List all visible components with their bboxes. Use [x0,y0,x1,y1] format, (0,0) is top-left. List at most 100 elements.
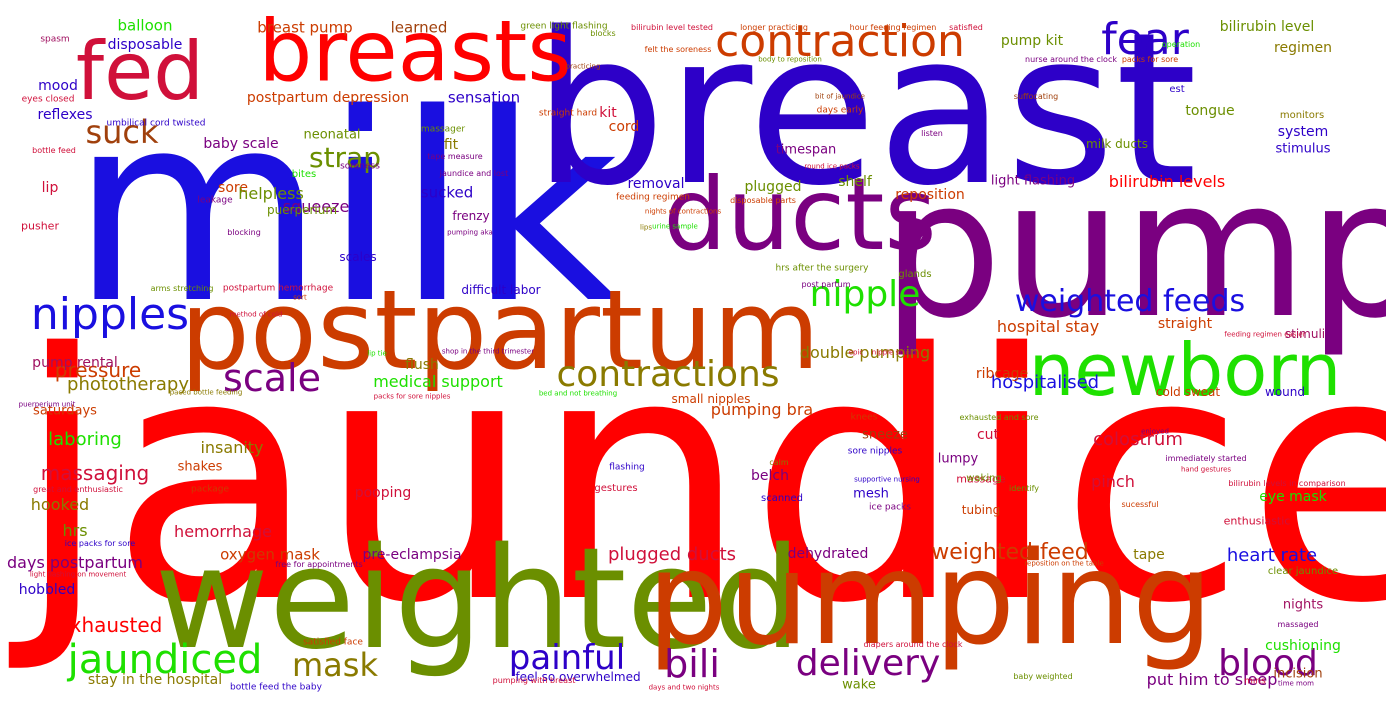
word-cord: cord [608,119,640,135]
word-ducts: ducts [663,156,937,273]
word-saturdays: saturdays [33,403,97,419]
word-puerperium-unit: puerperium unit [18,400,76,409]
word-pump: pump [881,139,1386,360]
word-days-early: days early [816,105,864,116]
word-enjoyed: enjoyed [1141,427,1169,436]
word-dehydrated: dehydrated [787,546,869,562]
word-jaundice-and-lost: jaundice and lost [439,169,509,178]
word-waking: waking [966,473,1002,484]
word-umbilical-cord-twisted: umbilical cord twisted [106,118,206,129]
word-days-and-two-nights: days and two nights [648,683,720,692]
word-urine-sample: urine sample [652,222,698,231]
word-fit: fit [443,137,459,153]
word-bites: bites [291,169,317,180]
word-hobbled: hobbled [18,582,76,598]
word-light-flashing: light flashing [990,173,1076,189]
word-soreness: soreness [340,161,380,172]
word-bilirubin-levels: bilirubin levels [1108,172,1226,191]
word-belch: belch [751,468,789,484]
word-lip-tie: lip tie [367,349,387,358]
word-light-flashing-on-movement: light flashing on movement [29,570,127,579]
word-exhausted: exhausted [57,613,163,637]
word-pusher: pusher [21,219,59,233]
word-green-light-flashing: green light flashing [520,21,608,32]
word-massager: massager [420,124,466,135]
word-pump-kit: pump kit [1000,33,1064,49]
word-colostrum: colostrum [1093,429,1183,450]
word-sneeze: sneeze [862,427,908,443]
word-gestures: gestures [594,483,638,494]
word-insanity: insanity [200,438,264,457]
word-wake: wake [842,677,876,693]
word-suffocating: suffocating [1013,92,1059,101]
word-double-pumping: double pumping [799,343,931,362]
word-identify: identify [1008,484,1040,493]
word-operation: operation [1161,40,1201,49]
word-round-ice-packs: round ice packs [804,162,860,171]
word-blocks: blocks [590,29,616,38]
word-sucessful: sucessful [1121,500,1159,509]
word-medical-support: medical support [373,372,503,391]
word-satisfied: satisfied [949,23,983,32]
word-fear: fear [1101,14,1189,65]
word-knees: knees [850,412,878,423]
word-weighted: weighted [154,518,802,681]
word-scales: scales [339,250,377,264]
word-timespan: timespan [775,142,837,158]
word-bilirubin-levels-in-comparison: bilirubin levels in comparison [1228,479,1346,488]
word-disposable: disposable [107,37,183,53]
word-paced-bottle-feeding: paced bottle feeding [169,388,243,397]
word-hour-feeding-regimen: hour feeding regimen [849,23,937,32]
word-disposable-parts: disposable parts [730,196,796,205]
word-shelf: shelf [838,174,872,190]
word-free-for-appointments: free for appointments [275,560,363,569]
word-tape: tape [1133,547,1165,563]
word-breast-pump: breast pump [257,18,353,37]
word-balloon: balloon [117,16,173,35]
word-difficult-labor: difficult labor [461,283,541,297]
word-hemorrhage: hemorrhage [174,522,272,541]
word-sensation: sensation [447,88,521,107]
word-squeeze: squeeze [282,197,350,216]
word-incision: incision [1273,666,1323,682]
word-bit-of-jaundice: bit of jaundice [815,92,865,101]
word-milk: milk [70,59,620,361]
word-pinch: pinch [1091,472,1135,491]
word-bottle-feed-the-baby: bottle feed the baby [230,682,322,693]
word-regimen: regimen [1274,40,1332,56]
word-massaged: massaged [1277,620,1319,629]
word-bottle-feed: bottle feed [32,146,76,155]
word-postpartum-depression: postpartum depression [246,90,410,106]
word-feeding-regimen-easier: feeding regimen easier [1224,330,1306,339]
word-puerperium: puerperium [266,203,338,217]
word-satisfied-face: satisfied face [303,637,363,648]
word-ice-packs-for-sore: ice packs for sore [64,539,136,548]
word-frenzy: frenzy [452,209,490,223]
word-nipples: nipples [30,289,190,340]
word-glands: glands [898,269,932,280]
word-straight: straight [1157,316,1213,332]
word-epic: epic [848,348,864,357]
word-jaundice: jaundice [14,282,1386,678]
word-sucked: sucked [420,183,474,202]
word-baby-weighted: baby weighted [1013,672,1073,681]
word-lip: lip [41,180,59,196]
word-weighted-feeds: weighted feeds [1014,284,1246,319]
word-phototherapy: phototherapy [67,374,189,395]
word-lips: lips [640,223,652,232]
word-time-mom: time mom [1278,679,1314,688]
word-laboring: laboring [48,429,122,450]
word-fed: fed [75,25,205,118]
word-longer-practicing: longer practicing [740,23,808,32]
word-bilirubin-level: bilirubin level [1219,19,1315,35]
word-postpartum: postpartum [179,266,821,394]
word-pumping: pumping [646,525,1214,674]
word-nipple: nipple [809,274,921,315]
word-listen: listen [921,129,943,138]
word-eye-mask: eye mask [1259,489,1327,505]
word-lumpy: lumpy [937,451,979,467]
word-stimulus: stimulus [1275,141,1331,157]
word-suck: suck [85,113,159,151]
word-system: system [1277,124,1329,140]
word-painful: painful [508,638,626,678]
